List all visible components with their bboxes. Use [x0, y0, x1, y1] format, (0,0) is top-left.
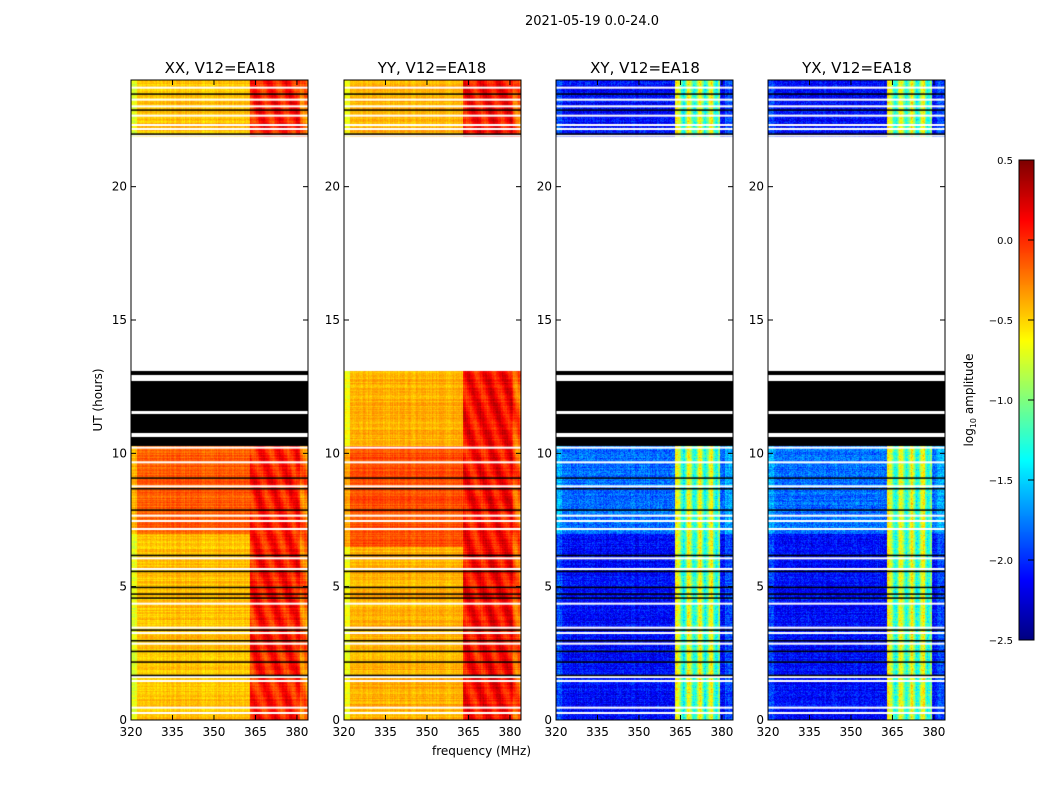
panel-title-yx: YX, V12=EA18 [802, 59, 912, 77]
x-tick-label: 380 [710, 725, 733, 739]
x-axis-label: frequency (MHz) [432, 744, 532, 758]
y-tick-label: 10 [325, 446, 340, 460]
y-tick-label: 5 [756, 580, 764, 594]
y-tick-label: 0 [544, 713, 552, 727]
colorbar-tick-label: −0.5 [989, 316, 1013, 327]
colorbar-label-log: log [961, 428, 976, 447]
y-tick-label: 20 [749, 180, 764, 194]
x-tick-label: 350 [203, 725, 226, 739]
panel-frame [555, 79, 734, 721]
panel-frame [343, 79, 522, 721]
x-tick-label: 365 [244, 725, 267, 739]
y-tick-label: 0 [119, 713, 127, 727]
x-tick-label: 320 [757, 725, 780, 739]
y-tick-label: 20 [537, 180, 552, 194]
y-tick-label: 20 [325, 180, 340, 194]
y-axis-label: UT (hours) [91, 368, 105, 432]
colorbar-label: log10 amplitude [962, 354, 978, 447]
y-tick-label: 20 [112, 180, 127, 194]
panel-frame [130, 79, 309, 721]
y-tick-label: 5 [119, 580, 127, 594]
colorbar-tick-label: 0.5 [997, 156, 1013, 167]
y-tick-label: 15 [325, 313, 340, 327]
panel-frame [767, 79, 946, 721]
x-tick-label: 350 [840, 725, 863, 739]
x-tick-label: 335 [374, 725, 397, 739]
x-tick-label: 365 [457, 725, 480, 739]
heatmap-yx [768, 80, 945, 720]
x-tick-label: 380 [498, 725, 521, 739]
colorbar-tick-label: −1.0 [989, 396, 1013, 407]
x-tick-label: 335 [161, 725, 184, 739]
y-tick-label: 0 [756, 713, 764, 727]
colorbar-label-sub: 10 [969, 417, 979, 429]
x-tick-label: 335 [798, 725, 821, 739]
heatmap-xy [556, 80, 733, 720]
x-tick-label: 320 [120, 725, 143, 739]
y-tick-label: 15 [112, 313, 127, 327]
x-tick-label: 365 [669, 725, 692, 739]
colorbar-tick-label: −2.0 [989, 556, 1013, 567]
colorbar-tick-label: −2.5 [989, 636, 1013, 647]
x-tick-label: 320 [333, 725, 356, 739]
y-tick-label: 15 [537, 313, 552, 327]
colorbar-tick-label: −1.5 [989, 476, 1013, 487]
heatmap-yy [344, 80, 521, 720]
y-tick-label: 5 [332, 580, 340, 594]
heatmap-xx [131, 80, 308, 720]
y-tick-label: 10 [749, 446, 764, 460]
colorbar [1019, 160, 1034, 640]
y-tick-label: 10 [537, 446, 552, 460]
x-tick-label: 335 [586, 725, 609, 739]
panel-title-yy: YY, V12=EA18 [377, 59, 487, 77]
x-tick-label: 380 [922, 725, 945, 739]
suptitle: 2021-05-19 0.0-24.0 [525, 14, 659, 29]
y-tick-label: 5 [544, 580, 552, 594]
colorbar-label-suffix: amplitude [961, 353, 976, 418]
x-tick-label: 350 [416, 725, 439, 739]
x-tick-label: 380 [285, 725, 308, 739]
panel-title-xy: XY, V12=EA18 [590, 59, 700, 77]
y-tick-label: 0 [332, 713, 340, 727]
colorbar-tick-label: 0.0 [997, 236, 1013, 247]
x-tick-label: 320 [545, 725, 568, 739]
x-tick-label: 350 [628, 725, 651, 739]
panel-title-xx: XX, V12=EA18 [164, 59, 276, 77]
y-tick-label: 10 [112, 446, 127, 460]
y-tick-label: 15 [749, 313, 764, 327]
x-tick-label: 365 [881, 725, 904, 739]
